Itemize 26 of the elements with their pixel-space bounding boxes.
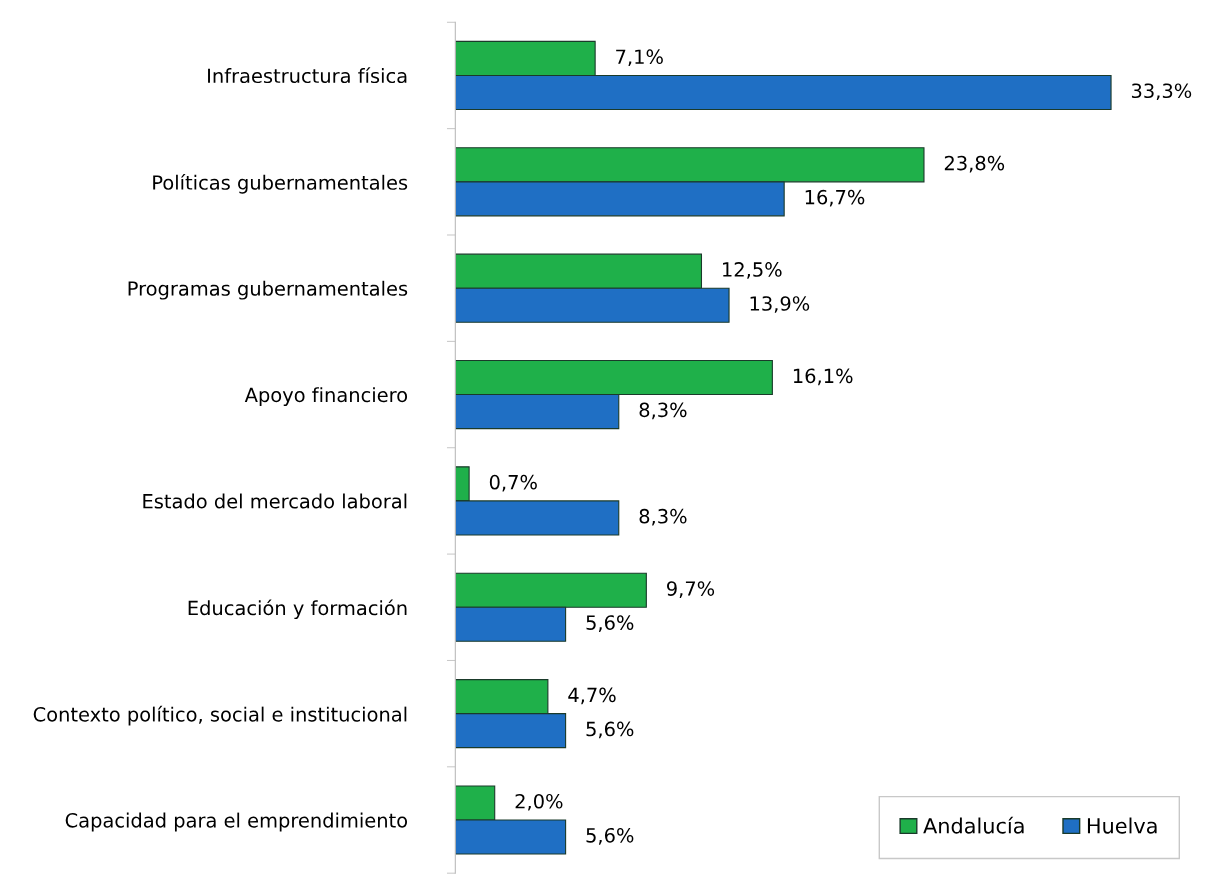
y-tick-label: Contexto político, social e institucional — [33, 705, 407, 726]
y-tick-label: Estado del mercado laboral — [143, 493, 407, 509]
data-label: 5,6% — [586, 721, 634, 739]
y-tick-label: Infraestructura física — [208, 67, 407, 84]
data-label: 12,5% — [723, 262, 782, 279]
data-label: 2,0% — [515, 793, 563, 811]
y-tick-label: Capacidad para el emprendimiento — [65, 812, 408, 832]
data-label: 23,8% — [944, 155, 1005, 173]
legend-label: Andalucía — [923, 816, 1024, 834]
y-tick-label: Educación y formación — [188, 599, 407, 620]
y-tick-label: Programas gubernamentales — [128, 280, 408, 300]
data-label: 9,7% — [667, 581, 715, 598]
data-label: 33,3% — [1131, 83, 1192, 101]
data-label: 0,7% — [489, 474, 537, 492]
data-label: 16,7% — [805, 189, 865, 207]
data-label: 5,6% — [586, 827, 634, 845]
data-label: 4,7% — [568, 687, 616, 705]
data-label: 7,1% — [616, 49, 663, 67]
y-tick-label: Apoyo financiero — [244, 387, 408, 406]
data-label: 8,3% — [639, 508, 687, 526]
data-label: 16,1% — [793, 368, 853, 386]
data-label: 5,6% — [586, 615, 634, 632]
y-tick-label: Políticas gubernamentales — [153, 174, 408, 194]
data-label: 13,9% — [750, 296, 810, 313]
legend-label: Huelva — [1087, 817, 1157, 834]
data-label: 8,3% — [639, 402, 687, 420]
